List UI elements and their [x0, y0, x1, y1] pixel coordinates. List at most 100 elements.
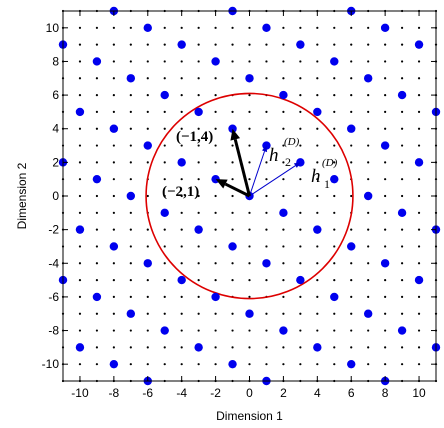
grid-dot: [400, 26, 404, 29]
axis-ticks: -10 -8 -6 -4 -2 0 2 4 6 8 10 -10 -8 -6 -4 -2 0 2 4 6 8 10: [42, 11, 436, 400]
grid-dot: [112, 110, 115, 114]
vector-v2-head: [230, 128, 241, 141]
grid-dot: [350, 26, 353, 29]
grid-dot: [112, 329, 115, 332]
grid-dot: [265, 329, 268, 332]
grid-dot: [214, 77, 217, 80]
grid-dot: [265, 245, 268, 248]
lattice-point: [245, 74, 254, 83]
vector-v2: [233, 139, 251, 197]
grid-dot: [299, 211, 302, 214]
grid-dot: [78, 161, 82, 164]
grid-dot: [197, 161, 200, 164]
grid-dot: [180, 60, 183, 63]
grid-dot: [112, 43, 115, 46]
grid-dot: [384, 93, 387, 97]
grid-dot: [282, 262, 285, 265]
grid-dot: [197, 60, 200, 63]
grid-dot: [214, 346, 217, 349]
y-tick-label: -6: [48, 290, 59, 304]
grid-dot: [129, 144, 132, 147]
grid-dot: [316, 43, 319, 46]
grid-dot: [384, 43, 387, 46]
grid-dot: [417, 295, 421, 299]
lattice-point: [211, 292, 220, 302]
grid-dot: [316, 194, 319, 198]
grid-dot: [282, 110, 285, 114]
grid-dot: [112, 93, 115, 97]
lattice-point: [177, 158, 186, 167]
lattice-point: [313, 225, 322, 234]
grid-dot: [282, 161, 285, 164]
grid-dot: [214, 26, 217, 29]
grid-dot: [333, 144, 336, 147]
grid-dot: [231, 178, 234, 181]
grid-dot: [78, 262, 82, 265]
grid-dot: [333, 93, 336, 97]
grid-dot: [129, 161, 132, 164]
grid-dot: [197, 312, 200, 315]
grid-dot: [95, 245, 99, 248]
grid-dot: [367, 228, 370, 231]
grid-dot: [231, 312, 234, 315]
grid-dot: [78, 363, 82, 366]
lattice-point: [211, 57, 220, 66]
grid-dot: [417, 363, 421, 366]
grid-dot: [197, 295, 200, 299]
grid-dot: [146, 245, 149, 248]
grid-dot: [231, 43, 234, 46]
lattice-point: [143, 23, 152, 33]
grid-dot: [214, 43, 217, 46]
x-tick-label: 2: [280, 386, 287, 400]
lattice-point: [279, 90, 288, 100]
grid-dot: [163, 43, 166, 46]
y-tick-label: 8: [52, 54, 59, 68]
grid-dot: [78, 295, 82, 299]
grid-dot: [78, 211, 82, 214]
grid-dot: [367, 245, 370, 248]
x-tick-label: 4: [314, 386, 321, 400]
grid-dot: [417, 245, 421, 248]
grid-dot: [180, 329, 183, 332]
grid-dot: [400, 144, 404, 147]
grid-dot: [163, 60, 166, 63]
grid-dot: [400, 346, 404, 349]
grid-dot: [112, 346, 115, 349]
grid-dot: [400, 43, 404, 46]
grid-dot: [95, 312, 99, 315]
grid-dot: [112, 178, 115, 181]
grid-dot: [231, 346, 234, 349]
grid-dot: [282, 245, 285, 248]
grid-dot: [214, 127, 217, 130]
grid-dot: [95, 110, 99, 114]
grid-dot: [163, 144, 166, 147]
grid-dot: [95, 194, 99, 198]
grid-dot: [367, 178, 370, 181]
grid-dot: [231, 26, 234, 29]
grid-dot: [248, 295, 251, 299]
grid-dot: [163, 127, 166, 130]
grid-dot: [248, 161, 251, 164]
grid-dot: [180, 262, 183, 265]
lattice-point: [262, 259, 271, 268]
lattice-points: [58, 6, 441, 386]
grid-dot: [417, 312, 421, 315]
grid-dot: [384, 228, 387, 231]
grid-dot: [248, 329, 251, 332]
lattice-point: [296, 275, 305, 285]
vector-h2-head: [261, 145, 268, 153]
grid-dot: [95, 43, 99, 46]
lattice-point: [177, 275, 186, 285]
grid-dot: [248, 346, 251, 349]
grid-dot: [146, 329, 149, 332]
lattice-point: [330, 292, 339, 302]
grid-dot: [248, 245, 251, 248]
vector-h1-head: [293, 162, 301, 168]
lattice-point: [194, 343, 203, 352]
lattice-point: [313, 343, 322, 352]
grid-dot: [316, 127, 319, 130]
grid-dot: [197, 77, 200, 80]
grid-dot: [214, 245, 217, 248]
grid-dot: [316, 26, 319, 29]
grid-dot: [129, 295, 132, 299]
